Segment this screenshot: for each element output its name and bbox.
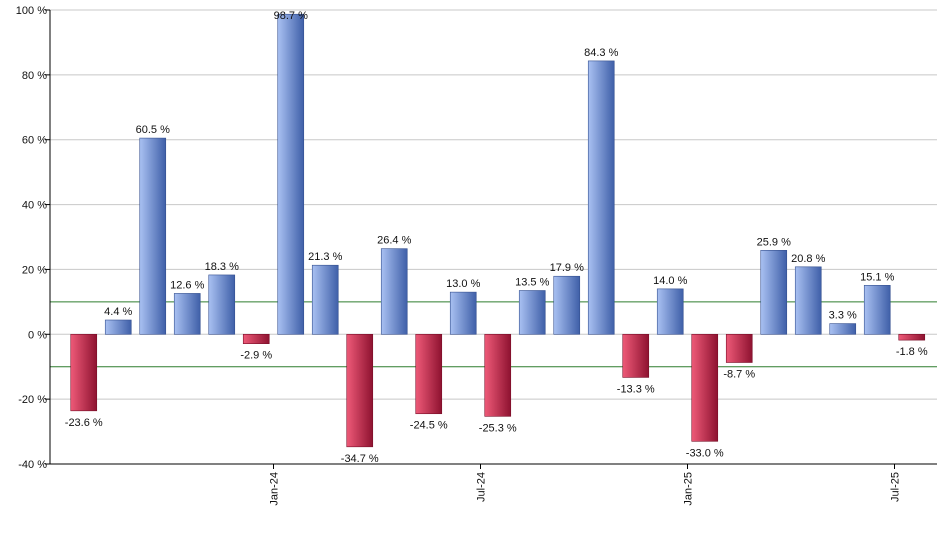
bar — [139, 137, 167, 335]
y-tick-label: 80 % — [22, 70, 47, 82]
data-labels: -23.6 % 4.4 % 60.5 % 12.6 %18.3 % -2.9 % 98.7… — [65, 10, 928, 465]
bar — [518, 290, 546, 335]
x-tick-label: Jul-25 — [890, 472, 902, 502]
bar — [449, 291, 477, 335]
bar — [725, 333, 753, 363]
y-tick-label: 60 % — [22, 135, 47, 147]
data-label: 20.8 % — [791, 253, 825, 265]
data-label: 98.7 % — [274, 10, 308, 22]
data-label: 4.4 % — [104, 306, 132, 318]
data-label: 26.4 % — [377, 235, 411, 247]
data-label: 13.0 % — [446, 278, 480, 290]
bar — [311, 264, 339, 335]
axes: -40 % -20 % 0 % 20 % 40 % 60 % 80 % 100 % Jan-24… — [16, 5, 937, 506]
y-tick-label: -20 % — [18, 394, 47, 406]
x-tick-label: Jul-24 — [476, 472, 488, 502]
data-label: 60.5 % — [136, 124, 170, 136]
data-label: -23.6 % — [65, 417, 103, 429]
bar — [760, 249, 788, 335]
bar — [622, 333, 650, 378]
bar — [346, 333, 374, 448]
data-label: 14.0 % — [653, 275, 687, 287]
bar — [173, 293, 201, 335]
bar — [898, 333, 926, 341]
x-tick-label: Jan-24 — [269, 472, 281, 506]
bar — [863, 285, 891, 335]
bar — [829, 323, 857, 335]
y-tick-label: 40 % — [22, 200, 47, 212]
bar — [553, 275, 581, 335]
data-label: 13.5 % — [515, 277, 549, 289]
data-label: -8.7 % — [723, 368, 755, 380]
bar — [656, 288, 684, 335]
bar — [380, 248, 408, 335]
bar — [104, 319, 132, 335]
y-tick-label: 100 % — [16, 5, 47, 17]
y-tick-label: -40 % — [18, 459, 47, 471]
data-label: 3.3 % — [829, 310, 857, 322]
bar — [70, 333, 98, 412]
data-label: 21.3 % — [308, 251, 342, 263]
bar — [242, 333, 270, 344]
bar — [587, 60, 615, 335]
data-label: -2.9 % — [240, 350, 272, 362]
data-label: -33.0 % — [686, 447, 724, 459]
x-tick-label: Jan-25 — [683, 472, 695, 506]
bars — [70, 13, 926, 448]
data-label: 12.6 % — [170, 279, 204, 291]
bar — [794, 266, 822, 335]
y-tick-label: 20 % — [22, 264, 47, 276]
data-label: 25.9 % — [757, 236, 791, 248]
data-label: -25.3 % — [479, 422, 517, 434]
data-label: -13.3 % — [617, 383, 655, 395]
bar — [277, 13, 305, 335]
data-label: 15.1 % — [860, 271, 894, 283]
data-label: 17.9 % — [550, 262, 584, 274]
data-label: -1.8 % — [896, 346, 928, 358]
data-label: 84.3 % — [584, 47, 618, 59]
data-label: -24.5 % — [410, 420, 448, 432]
y-tick-label: 0 % — [28, 329, 47, 341]
bar — [484, 333, 512, 417]
data-label: 18.3 % — [205, 261, 239, 273]
bar — [208, 274, 236, 335]
bar — [691, 333, 719, 442]
bar — [415, 333, 443, 415]
data-label: -34.7 % — [341, 453, 379, 465]
